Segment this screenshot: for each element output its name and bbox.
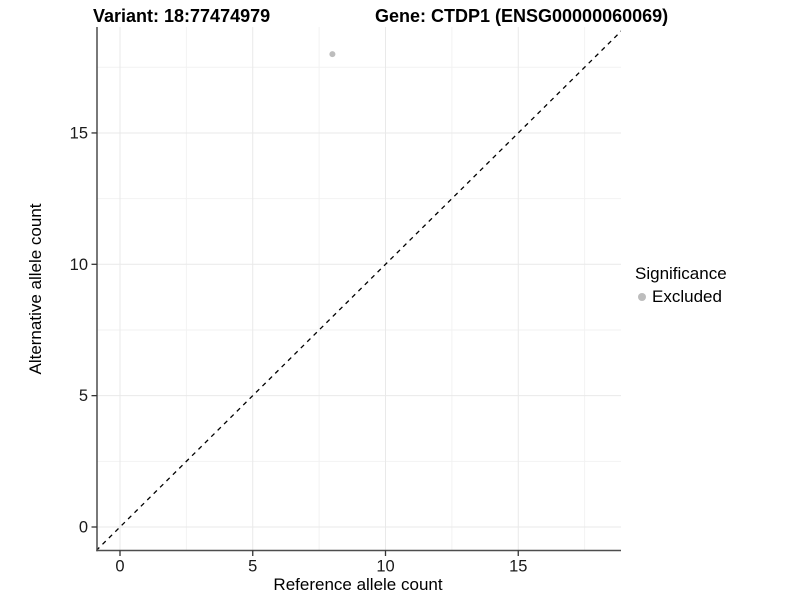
x-tick-label: 10 <box>376 558 394 576</box>
x-axis-label: Reference allele count <box>273 575 443 594</box>
x-tick-label: 0 <box>115 558 124 576</box>
y-tick-label: 15 <box>70 124 88 142</box>
identity-line <box>97 30 621 551</box>
y-tick-label: 5 <box>79 387 88 405</box>
y-tick-label: 0 <box>79 519 88 537</box>
x-tick-label: 15 <box>509 558 527 576</box>
x-tick-label: 5 <box>248 558 257 576</box>
panel-contents <box>97 27 621 551</box>
legend-title: Significance <box>635 264 727 283</box>
excluded-point-icon <box>638 293 646 301</box>
legend: Significance Excluded <box>635 264 727 307</box>
legend-item-label: Excluded <box>652 287 722 306</box>
variant-title: Variant: 18:77474979 <box>93 6 271 26</box>
gene-title: Gene: CTDP1 (ENSG00000060069) <box>375 6 669 26</box>
y-tick-label: 10 <box>70 256 88 274</box>
legend-item-excluded: Excluded <box>635 287 727 307</box>
data-point <box>329 51 336 58</box>
y-axis-label: Alternative allele count <box>26 203 45 375</box>
